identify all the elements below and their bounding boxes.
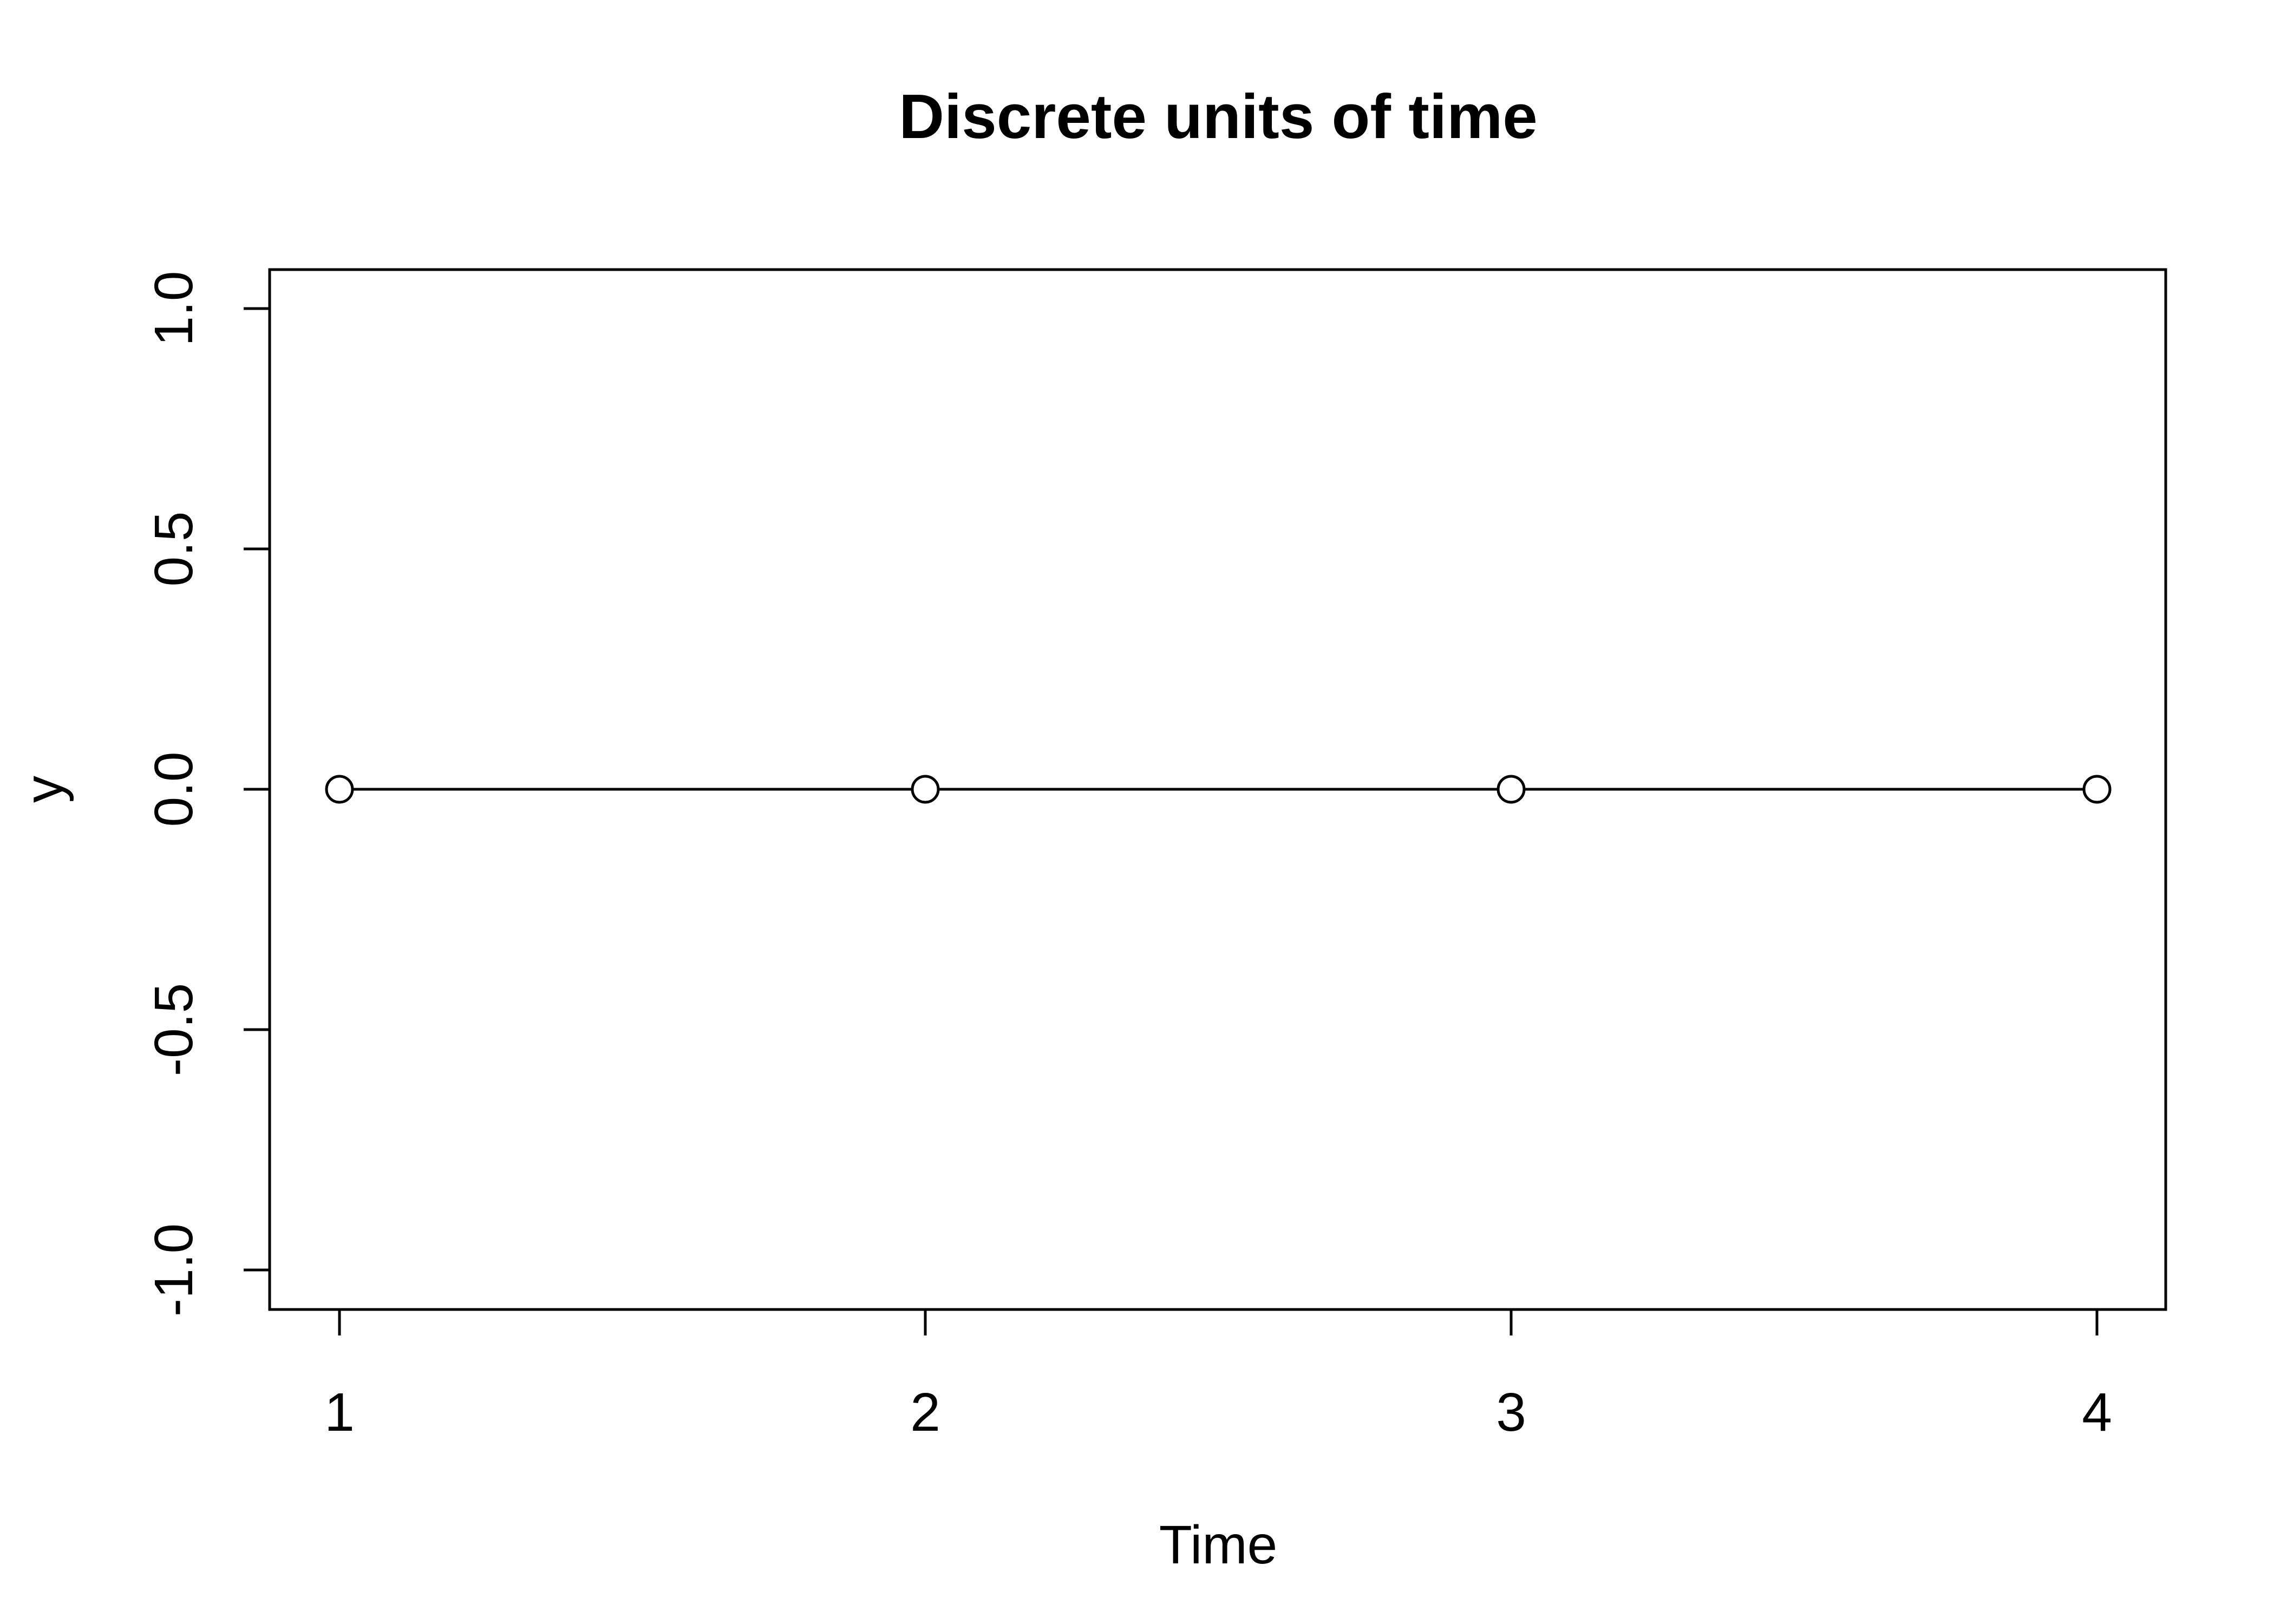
x-tick-label: 2: [910, 1382, 940, 1443]
y-tick-label: 1.0: [143, 271, 204, 346]
data-point: [911, 775, 940, 804]
series-layer: [325, 775, 2112, 804]
x-axis: 1 2 3 4: [324, 1308, 2112, 1443]
x-axis-label: Time: [1159, 1515, 1278, 1575]
x-tick-label: 3: [1496, 1382, 1526, 1443]
y-tick-label: 0.0: [143, 751, 204, 827]
chart-title: Discrete units of time: [899, 81, 1538, 152]
y-axis: -1.0 -0.5 0.0 0.5 1.0: [143, 271, 271, 1317]
data-point: [1497, 775, 1526, 804]
y-axis-label: y: [14, 776, 74, 803]
x-tick-label: 1: [324, 1382, 355, 1443]
y-tick-label: -1.0: [143, 1223, 204, 1317]
x-tick-label: 4: [2082, 1382, 2112, 1443]
y-tick-label: -0.5: [143, 983, 204, 1076]
data-point: [325, 775, 354, 804]
data-point: [2082, 775, 2112, 804]
y-tick-label: 0.5: [143, 511, 204, 586]
